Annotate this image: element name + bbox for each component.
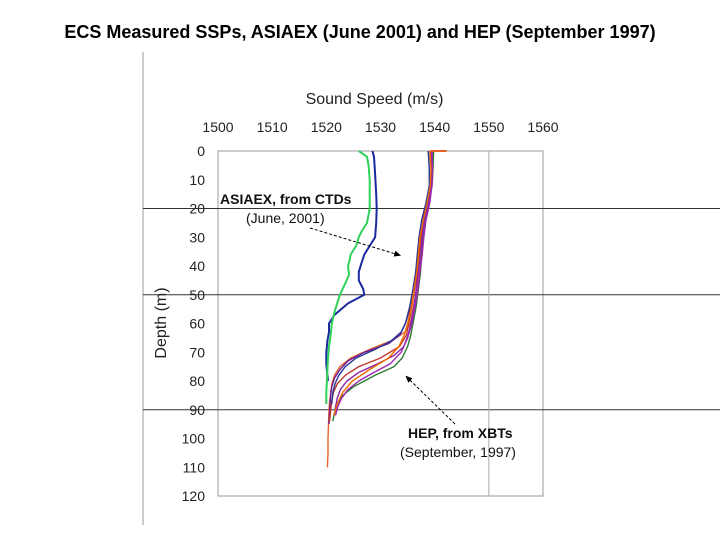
y-tick-label: 100 (182, 431, 206, 447)
asiaex-annotation-sub: (June, 2001) (246, 210, 325, 226)
series-line (325, 150, 371, 404)
y-tick-label: 60 (189, 316, 205, 332)
page-title: ECS Measured SSPs, ASIAEX (June 2001) an… (64, 22, 656, 42)
x-tick-label: 1560 (527, 119, 558, 135)
series-line (334, 150, 434, 410)
x-tick-label: 1530 (365, 119, 396, 135)
asiaex-annotation: ASIAEX, from CTDs (220, 191, 352, 207)
x-tick-label: 1520 (311, 119, 342, 135)
y-tick-label: 0 (197, 143, 205, 159)
x-tick-label: 1540 (419, 119, 450, 135)
y-tick-label: 90 (189, 402, 205, 418)
x-tick-label: 1510 (257, 119, 288, 135)
series-line (333, 150, 432, 416)
plot-border (217, 150, 544, 497)
hep-annotation-sub: (September, 1997) (400, 444, 516, 460)
hep-annotation: HEP, from XBTs (408, 425, 513, 441)
asiaex-arrow (309, 227, 402, 257)
series-group (325, 150, 447, 468)
series-line (334, 150, 434, 416)
x-tick-label: 1500 (202, 119, 233, 135)
hep-arrow (405, 375, 456, 425)
y-tick-label: 20 (189, 201, 205, 217)
y-tick-labels: 0 10 20 30 40 50 60 70 80 90 100 110 120 (182, 143, 206, 504)
y-tick-label: 10 (189, 172, 205, 188)
y-axis-title: Depth (m) (153, 287, 170, 358)
plot-frame (142, 52, 544, 525)
y-tick-label: 50 (189, 287, 205, 303)
y-tick-label: 120 (182, 488, 206, 504)
grid-lines (143, 151, 720, 496)
x-tick-label: 1550 (473, 119, 504, 135)
series-line (331, 150, 430, 405)
x-tick-labels: 1500 1510 1520 1530 1540 1550 1560 (202, 119, 558, 135)
x-axis-title: Sound Speed (m/s) (306, 91, 444, 108)
y-tick-label: 80 (189, 373, 205, 389)
y-tick-label: 40 (189, 258, 205, 274)
y-tick-label: 30 (189, 229, 205, 245)
y-tick-label: 110 (183, 459, 206, 475)
y-tick-label: 70 (189, 344, 205, 360)
annotations: ASIAEX, from CTDs (June, 2001) HEP, from X… (220, 191, 516, 460)
series-line (325, 150, 378, 382)
